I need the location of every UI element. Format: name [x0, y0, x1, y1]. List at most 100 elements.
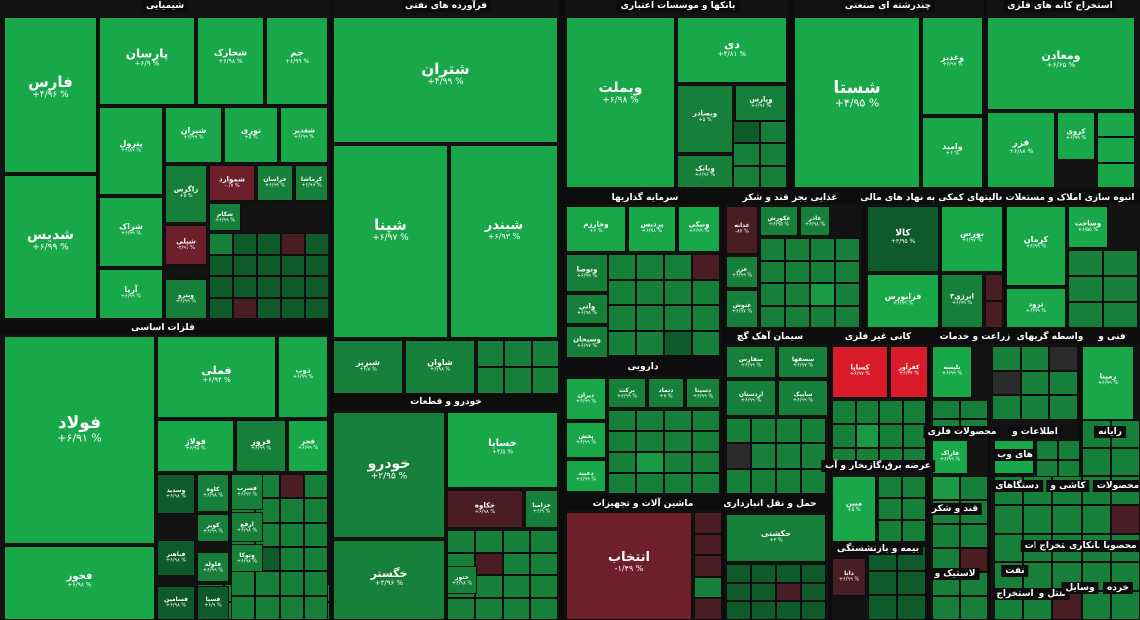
- stock-tile[interactable]: فولاد +۶/۹۱ %: [4, 336, 155, 544]
- small-stock-tile[interactable]: [694, 512, 722, 534]
- small-stock-tile[interactable]: [255, 571, 280, 596]
- small-stock-tile[interactable]: [1023, 504, 1053, 534]
- small-stock-tile[interactable]: [801, 418, 826, 444]
- small-stock-tile[interactable]: [751, 443, 776, 469]
- small-stock-tile[interactable]: [726, 582, 751, 602]
- small-stock-tile[interactable]: [1103, 302, 1138, 328]
- stock-tile[interactable]: خودرو +۲/۹۵ %: [333, 412, 445, 538]
- small-stock-tile[interactable]: [1097, 112, 1135, 138]
- small-stock-tile[interactable]: [474, 597, 503, 620]
- stock-tile[interactable]: پارسان +۶/۹ %: [99, 17, 195, 105]
- small-stock-tile[interactable]: [231, 595, 256, 620]
- stock-tile[interactable]: شاوان +۶/۹۸ %: [405, 340, 475, 394]
- small-stock-tile[interactable]: [994, 533, 1024, 563]
- small-stock-tile[interactable]: [502, 552, 531, 575]
- stock-tile[interactable]: شغدیر +۶/۹۹ %: [280, 107, 328, 163]
- small-stock-tile[interactable]: [608, 330, 636, 356]
- small-stock-tile[interactable]: [530, 530, 558, 553]
- stock-tile[interactable]: تلیسه +۶/۹۹ %: [932, 346, 972, 398]
- stock-tile[interactable]: وتوصا +۶/۹۹ %: [566, 254, 608, 292]
- stock-tile[interactable]: بورس +۶/۹۷ %: [941, 206, 1003, 272]
- small-stock-tile[interactable]: [303, 474, 328, 499]
- small-stock-tile[interactable]: [835, 238, 860, 261]
- small-stock-tile[interactable]: [233, 254, 257, 276]
- small-stock-tile[interactable]: [209, 297, 233, 319]
- small-stock-tile[interactable]: [776, 443, 801, 469]
- small-stock-tile[interactable]: [279, 498, 304, 523]
- small-stock-tile[interactable]: [636, 452, 664, 473]
- stock-tile[interactable]: خساپا +۴/۵ %: [447, 412, 558, 488]
- small-stock-tile[interactable]: [279, 547, 304, 572]
- small-stock-tile[interactable]: [692, 410, 720, 431]
- small-stock-tile[interactable]: [664, 431, 692, 452]
- stock-tile[interactable]: وبانک +۶/۹۶ %: [677, 155, 733, 188]
- stock-tile[interactable]: وپترو +۶/۹۹ %: [165, 279, 207, 319]
- stock-tile[interactable]: شپنا +۶/۹۷ %: [333, 145, 448, 338]
- small-stock-tile[interactable]: [530, 552, 558, 575]
- small-stock-tile[interactable]: [1111, 448, 1140, 476]
- small-stock-tile[interactable]: [303, 595, 328, 620]
- small-stock-tile[interactable]: [502, 597, 531, 620]
- small-stock-tile[interactable]: [1103, 276, 1138, 302]
- stock-tile[interactable]: شموارد -۰/۷ %: [209, 165, 255, 201]
- small-stock-tile[interactable]: [694, 576, 722, 599]
- small-stock-tile[interactable]: [257, 254, 281, 276]
- stock-tile[interactable]: ذوب +۶/۹۹ %: [278, 336, 328, 418]
- small-stock-tile[interactable]: [733, 165, 760, 188]
- stock-tile[interactable]: دیران +۶/۹۹ %: [566, 378, 606, 420]
- stock-tile[interactable]: حکشتی +۳ %: [726, 514, 826, 562]
- small-stock-tile[interactable]: [994, 504, 1024, 534]
- small-stock-tile[interactable]: [1052, 504, 1082, 534]
- small-stock-tile[interactable]: [1058, 440, 1080, 460]
- small-stock-tile[interactable]: [636, 410, 664, 431]
- stock-tile[interactable]: شبریز +۶/۸ %: [333, 340, 403, 394]
- stock-tile[interactable]: شپلی -۲/۹۱ %: [165, 225, 207, 265]
- small-stock-tile[interactable]: [477, 340, 505, 367]
- small-stock-tile[interactable]: [692, 254, 720, 280]
- small-stock-tile[interactable]: [447, 597, 475, 620]
- stock-tile[interactable]: شستا +۴/۹۵ %: [794, 17, 920, 188]
- small-stock-tile[interactable]: [1068, 276, 1103, 302]
- stock-tile[interactable]: غدانه -۸۷ %: [726, 206, 758, 254]
- stock-tile[interactable]: کالا +۳/۹۵ %: [867, 206, 939, 272]
- stock-tile[interactable]: ختور +۶/۹۸ %: [447, 566, 477, 594]
- stock-tile[interactable]: دعبید +۶/۹۹ %: [566, 460, 606, 492]
- small-stock-tile[interactable]: [281, 276, 305, 298]
- small-stock-tile[interactable]: [664, 473, 692, 494]
- stock-tile[interactable]: وامید +۶ %: [922, 117, 983, 188]
- small-stock-tile[interactable]: [279, 474, 304, 499]
- small-stock-tile[interactable]: [636, 431, 664, 452]
- small-stock-tile[interactable]: [692, 431, 720, 452]
- small-stock-tile[interactable]: [785, 305, 810, 328]
- small-stock-tile[interactable]: [878, 520, 902, 542]
- stock-tile[interactable]: نوری +۵ %: [224, 107, 278, 163]
- small-stock-tile[interactable]: [1036, 440, 1058, 460]
- small-stock-tile[interactable]: [960, 400, 988, 419]
- stock-tile[interactable]: فروز +۶/۹۹ %: [236, 420, 286, 472]
- small-stock-tile[interactable]: [960, 476, 988, 500]
- stock-tile[interactable]: شخارک +۶/۹۸ %: [197, 17, 264, 105]
- small-stock-tile[interactable]: [801, 601, 826, 620]
- small-stock-tile[interactable]: [810, 260, 835, 283]
- stock-tile[interactable]: فرابورس +۶/۹۹ %: [867, 274, 939, 328]
- stock-tile[interactable]: غاذر +۶/۹۸ %: [800, 206, 830, 236]
- stock-tile[interactable]: غنوش +۶/۹۷ %: [726, 290, 758, 328]
- small-stock-tile[interactable]: [868, 595, 897, 620]
- small-stock-tile[interactable]: [257, 233, 281, 255]
- stock-tile[interactable]: سصفها +۶/۹۷ %: [778, 346, 828, 378]
- small-stock-tile[interactable]: [530, 597, 558, 620]
- small-stock-tile[interactable]: [664, 330, 692, 356]
- small-stock-tile[interactable]: [531, 340, 559, 367]
- stock-tile[interactable]: خراسان +۶/۹۹ %: [257, 165, 293, 201]
- stock-tile[interactable]: دتماد +۷ %: [648, 378, 684, 408]
- small-stock-tile[interactable]: [1068, 302, 1103, 328]
- small-stock-tile[interactable]: [608, 254, 636, 280]
- small-stock-tile[interactable]: [474, 575, 503, 598]
- small-stock-tile[interactable]: [897, 570, 926, 596]
- small-stock-tile[interactable]: [902, 476, 926, 498]
- small-stock-tile[interactable]: [502, 575, 531, 598]
- small-stock-tile[interactable]: [447, 530, 475, 553]
- small-stock-tile[interactable]: [477, 367, 505, 394]
- small-stock-tile[interactable]: [835, 283, 860, 306]
- small-stock-tile[interactable]: [751, 418, 776, 444]
